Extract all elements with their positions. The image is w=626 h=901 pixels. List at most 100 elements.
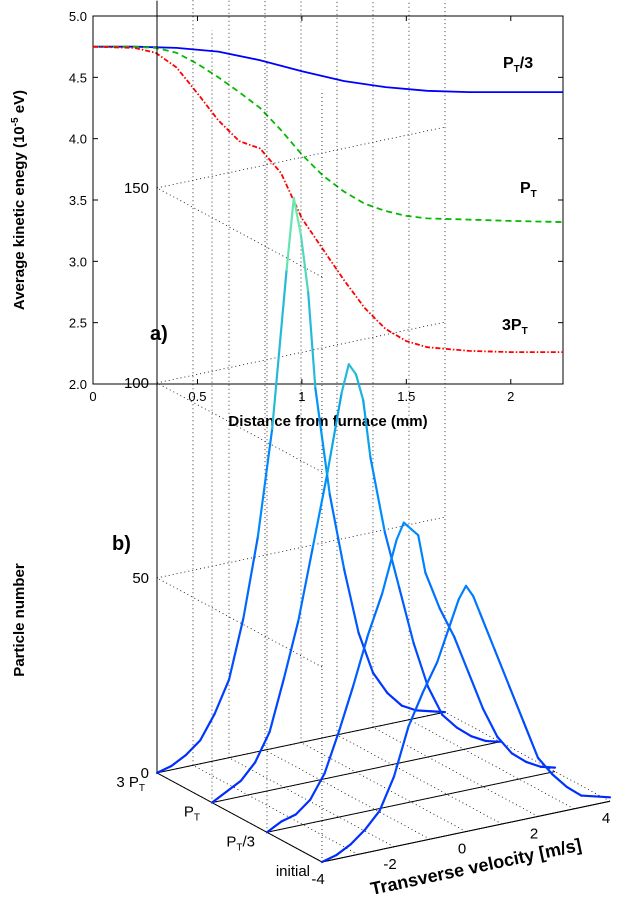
panel-b-series-segment-3 [285, 196, 295, 271]
panel-b-series-segment-0 [349, 828, 367, 846]
panel-b-series-segment-0 [464, 584, 475, 598]
panel-a-x-tick-label: 1.5 [397, 389, 415, 404]
panel-b-z-tick-label: 150 [124, 180, 149, 197]
panel-a-y-axis-label-exp: -5 [10, 117, 21, 126]
panel-b-curves [155, 196, 612, 864]
panel-b-series-segment-1 [280, 813, 297, 823]
panel-b-series-segment-0 [493, 648, 511, 688]
panel-b-chart: -4 -2 0 2 4 0 50 100 150 b) Particle number Tran… [11, 0, 612, 899]
panel-b-x-tick-label: -4 [311, 871, 324, 888]
panel-b-series-segment-3 [242, 536, 259, 620]
panel-a-label: a) [150, 323, 168, 345]
panel-b-series-segment-2 [268, 677, 286, 734]
panel-b-x-axis-label: Transverse velocity [m/s] [369, 835, 584, 899]
panel-a-x-tick-label: 0 [89, 389, 96, 404]
panel-a-x-tick-label: 1 [298, 389, 305, 404]
panel-a-curves [92, 45, 564, 353]
panel-b-series-segment-1 [510, 752, 528, 764]
panel-b-depth-label-3: 3 PT [116, 774, 145, 794]
curve-label-pt: PT [520, 180, 537, 200]
panel-b-series-segment-2 [340, 363, 350, 395]
panel-b-floor-gridline [264, 749, 431, 840]
panel-b-x-tick-label: 4 [602, 810, 610, 827]
panel-b-series-segment-0 [392, 725, 410, 778]
panel-b-depth-axis-line [156, 772, 323, 863]
panel-b-series-segment-2 [426, 685, 444, 717]
panel-b-series-baseline-3 [156, 711, 446, 774]
panel-a-series-line-0 [93, 45, 563, 93]
panel-b-series-segment-2 [412, 641, 430, 688]
panel-b-series-segment-3 [213, 678, 231, 716]
panel-b-series-segment-2 [362, 399, 372, 459]
panel-b-x-tick-label: 0 [458, 841, 466, 858]
panel-b-left-wall-gridline [156, 187, 323, 278]
panel-a-y-axis-label-unit: eV) [11, 90, 28, 118]
panel-b-series-segment-0 [450, 598, 460, 622]
panel-b-left-wall-gridline [156, 577, 323, 668]
panel-b-series-segment-2 [311, 472, 329, 549]
panel-b-floor-gridline [192, 764, 359, 855]
panel-b-series-segment-0 [407, 691, 424, 728]
panel-b-series-segment-1 [409, 527, 420, 537]
curve-label-pt-3: PT/3 [503, 55, 533, 75]
panel-b-series-segment-2 [398, 586, 415, 645]
panel-b-series-segment-3 [199, 712, 216, 742]
panel-b-floor-gridline [372, 726, 539, 817]
panel-b-left-wall-gridline [156, 382, 323, 473]
panel-b-series-segment-3 [314, 387, 331, 496]
panel-b-series-segment-2 [369, 456, 386, 534]
panel-b-series-segment-1 [294, 798, 312, 816]
panel-b-series-segment-1 [525, 760, 542, 768]
panel-b-series-segment-2 [254, 730, 271, 764]
panel-b-series-segment-3 [227, 617, 245, 681]
panel-b-series-segment-2 [470, 735, 487, 743]
panel-b-series-segment-0 [364, 809, 381, 831]
panel-b-series-segment-1 [381, 538, 398, 595]
panel-b-series-segment-1 [323, 730, 341, 775]
panel-a-y-tick-label: 2.5 [69, 316, 87, 331]
panel-b-series-segment-2 [484, 739, 502, 743]
panel-b-series-segment-1 [424, 571, 441, 610]
panel-b-ticks: -4 -2 0 2 4 0 50 100 150 [124, 180, 610, 888]
panel-b-series-segment-3 [371, 671, 389, 695]
panel-b-series-segment-3 [386, 691, 403, 707]
panel-b-series-segment-2 [297, 546, 314, 622]
panel-b-series-baseline-0 [321, 800, 611, 863]
panel-b-depth-label-2: PT [184, 804, 200, 824]
panel-b-series-segment-1 [337, 684, 355, 733]
panel-b-3d-frame [156, 0, 611, 863]
panel-b-series-segment-2 [210, 790, 228, 804]
panel-b-series-segment-3 [429, 710, 447, 714]
panel-b-series-segment-1 [481, 707, 499, 738]
panel-a-y-tick-label: 4.0 [69, 132, 87, 147]
panel-a-ticks: 0 0.5 1 1.5 22.02.53.03.54.04.55.0 [69, 9, 563, 404]
panel-b-series-segment-1 [395, 521, 405, 541]
panel-b-x-tick-label: 2 [530, 825, 538, 842]
panel-b-series-baseline-1 [266, 771, 556, 833]
panel-b-series-segment-1 [402, 521, 413, 531]
panel-b-series-segment-3 [155, 764, 173, 775]
panel-b-series-segment-0 [479, 612, 496, 652]
panel-b-floor-gridline [300, 742, 467, 832]
panel-b-series-baseline-2 [211, 741, 501, 804]
panel-b-series-segment-0 [320, 853, 338, 864]
panel-b-x-tick-label: -2 [383, 856, 396, 873]
panel-b-series-segment-0 [472, 594, 482, 616]
panel-b-series-segment-0 [536, 756, 554, 776]
panel-b-series-segment-1 [366, 592, 384, 637]
panel-b-z-axis-label: Particle number [11, 563, 28, 677]
panel-b-series-segment-0 [457, 584, 468, 601]
panel-b-series-segment-3 [256, 427, 274, 539]
panel-b-series-segment-1 [453, 635, 470, 674]
panel-a-series-line-2 [92, 45, 563, 353]
panel-b-z-tick-label: 100 [124, 375, 149, 392]
panel-a-y-tick-label: 4.5 [69, 70, 87, 85]
panel-b-series-segment-3 [307, 291, 317, 390]
panel-a-x-axis-label: Distance from furnace (mm) [228, 413, 427, 430]
panel-a-y-axis-label: Average kinetic enegy (10-5 eV) [10, 90, 28, 310]
panel-b-depth-label-0: initial [276, 863, 310, 880]
panel-b-series-segment-1 [438, 607, 456, 638]
panel-b-series-segment-3 [400, 704, 418, 712]
panel-b-depth-label-1: PT/3 [226, 833, 255, 853]
panel-b-series-segment-1 [496, 735, 513, 755]
